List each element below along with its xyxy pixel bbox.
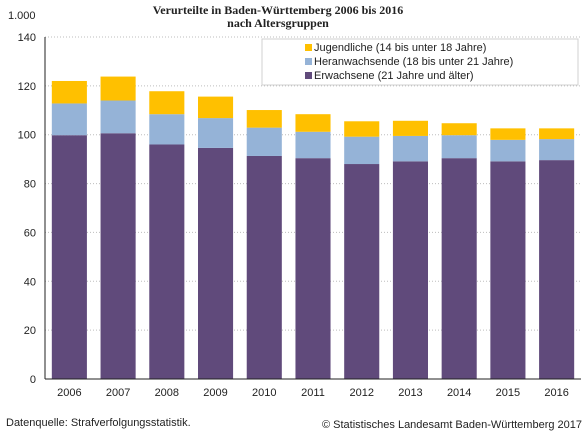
bar-segment <box>392 120 428 136</box>
axes: 0 20 40 60 80 100 120 140 2006 2007 2008 2009 2010 20… <box>18 32 581 399</box>
y-tick-label: 20 <box>24 325 36 337</box>
y-tick-label: 40 <box>24 276 36 288</box>
bar-segment <box>246 155 282 379</box>
x-tick-label: 2016 <box>544 387 568 399</box>
x-tick-label: 2014 <box>447 387 471 399</box>
bar-segment <box>100 100 136 134</box>
bar-segment <box>392 161 428 379</box>
bar-segment <box>149 144 185 379</box>
y-tick-label: 120 <box>18 81 36 93</box>
legend-label: Erwachsene (21 Jahre und älter) <box>314 70 474 82</box>
chart-title-line2: nach Altersgruppen <box>227 16 329 30</box>
bar-segment <box>149 91 185 115</box>
y-tick-label: 100 <box>18 130 36 142</box>
bar-segment <box>490 161 526 379</box>
bar-segment <box>100 133 136 379</box>
bars <box>51 76 575 379</box>
x-tick-label: 2011 <box>301 387 325 399</box>
x-tick-label: 2013 <box>398 387 422 399</box>
x-tick-label: 2008 <box>155 387 179 399</box>
y-unit-label: 1.000 <box>8 10 36 22</box>
bar-segment <box>100 76 136 101</box>
bar-segment <box>198 118 234 148</box>
footer-copyright: © Statistisches Landesamt Baden-Württemb… <box>322 419 582 431</box>
bar-segment <box>344 164 380 379</box>
legend-label: Heranwachsende (18 bis unter 21 Jahre) <box>314 56 513 68</box>
x-tick-label: 2012 <box>349 387 373 399</box>
bar-segment <box>344 136 380 165</box>
bar-segment <box>51 103 87 136</box>
bar-segment <box>295 114 331 132</box>
footer-source: Datenquelle: Strafverfolgungsstatistik. <box>6 417 191 429</box>
bar-segment <box>441 123 477 136</box>
bar-segment <box>198 96 234 119</box>
legend-swatch <box>305 44 312 51</box>
legend-swatch <box>305 58 312 65</box>
bar-segment <box>295 131 331 159</box>
legend-label: Jugendliche (14 bis unter 18 Jahre) <box>314 42 486 54</box>
legend-swatch <box>305 72 312 79</box>
bar-segment <box>539 160 575 379</box>
bar-segment <box>198 147 234 379</box>
x-tick-label: 2015 <box>496 387 520 399</box>
bar-segment <box>490 128 526 140</box>
bar-segment <box>441 158 477 379</box>
x-tick-label: 2007 <box>106 387 130 399</box>
bar-segment <box>295 158 331 379</box>
bar-segment <box>149 114 185 145</box>
legend-items: Jugendliche (14 bis unter 18 Jahre) Heran… <box>305 42 513 82</box>
x-tick-label: 2009 <box>203 387 227 399</box>
bar-segment <box>246 127 282 156</box>
bar-segment <box>441 135 477 159</box>
legend-box <box>261 38 579 86</box>
x-tick-label: 2006 <box>57 387 81 399</box>
bar-segment <box>51 135 87 379</box>
y-tick-label: 80 <box>24 179 36 191</box>
bar-segment <box>539 128 575 140</box>
y-tick-label: 60 <box>24 227 36 239</box>
bar-segment <box>490 139 526 162</box>
bar-segment <box>344 121 380 137</box>
x-tick-label: 2010 <box>252 387 276 399</box>
y-tick-label: 140 <box>18 32 36 44</box>
bar-segment <box>392 135 428 162</box>
chart-title-line1: Verurteilte in Baden-Württemberg 2006 bi… <box>153 3 404 17</box>
legend: Jugendliche (14 bis unter 18 Jahre) Heran… <box>261 38 579 86</box>
y-tick-label: 0 <box>30 374 36 386</box>
bar-segment <box>246 110 282 128</box>
bar-segment <box>539 139 575 161</box>
bar-segment <box>51 80 87 104</box>
